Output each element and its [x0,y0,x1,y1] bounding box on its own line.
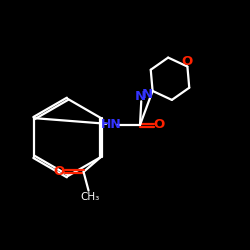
Text: O: O [182,54,193,68]
Text: O: O [54,166,65,178]
Text: O: O [154,118,165,132]
Text: HN: HN [101,118,121,132]
Text: N: N [142,88,153,101]
Text: N: N [134,90,145,103]
Text: CH₃: CH₃ [80,192,100,202]
